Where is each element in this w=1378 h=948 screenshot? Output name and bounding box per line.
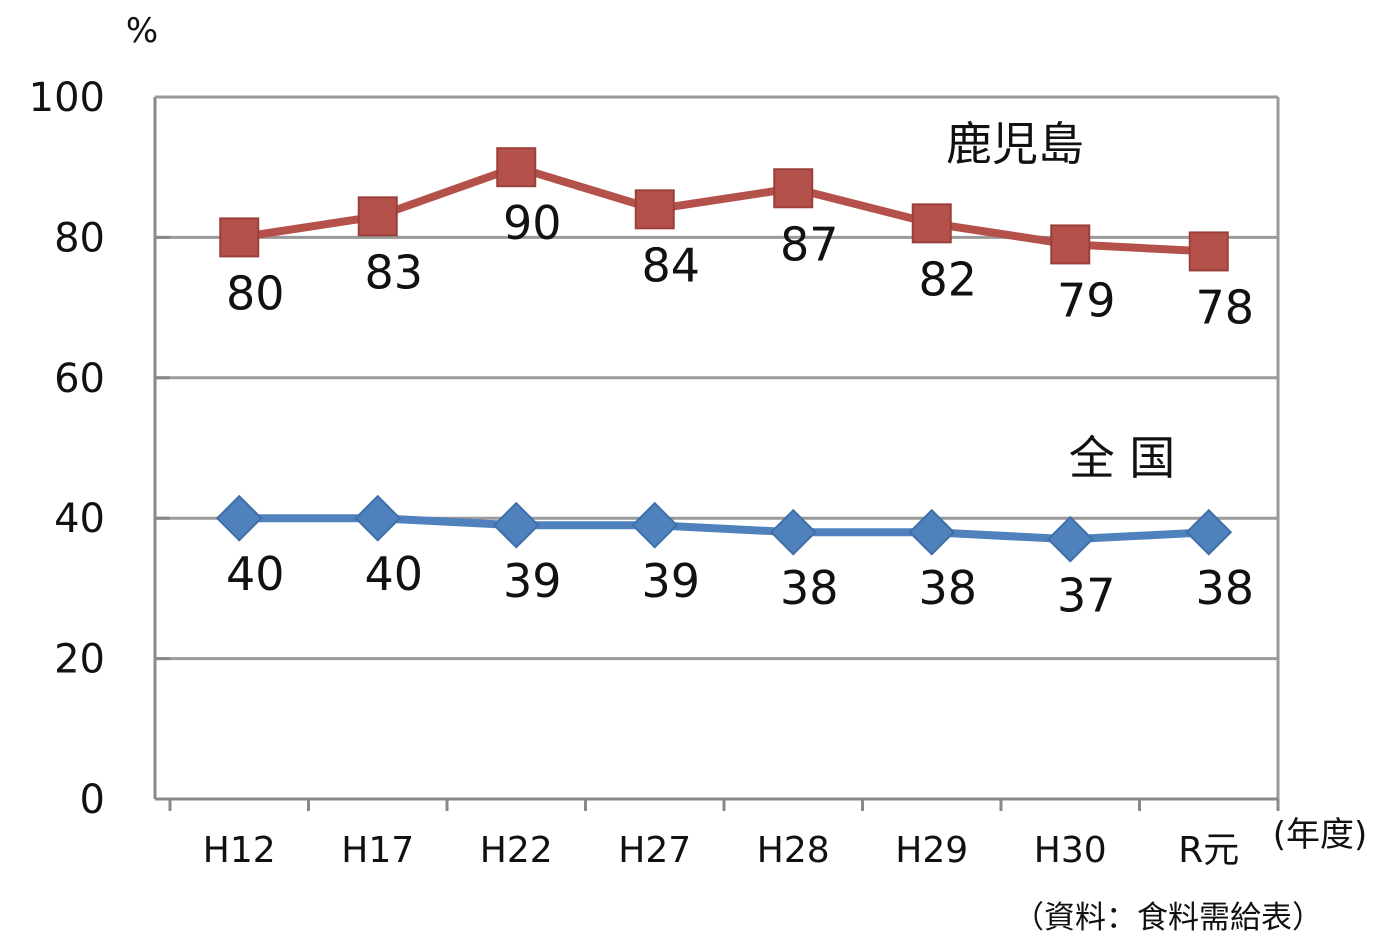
y-unit-label: % bbox=[126, 11, 158, 51]
point-marker-s1 bbox=[1185, 508, 1233, 556]
data-label-s1: 37 bbox=[1057, 568, 1116, 622]
point-marker-s0 bbox=[773, 168, 814, 209]
point-marker-s0 bbox=[1188, 231, 1229, 272]
point-marker-s0 bbox=[634, 189, 675, 230]
x-tick-label: H22 bbox=[480, 830, 553, 871]
source-note: （資料：食料需給表） bbox=[1013, 900, 1323, 936]
x-tick-label: R元 bbox=[1178, 830, 1239, 871]
data-label-s0: 90 bbox=[503, 196, 562, 250]
axes bbox=[153, 95, 1280, 811]
point-marker-s0 bbox=[1050, 224, 1091, 265]
data-label-s1: 38 bbox=[918, 561, 977, 615]
x-tick-label: H27 bbox=[618, 830, 691, 871]
series-line-0 bbox=[238, 163, 1209, 256]
data-label-s1: 38 bbox=[1195, 561, 1254, 615]
data-label-s0: 78 bbox=[1195, 280, 1254, 334]
y-tick-label: 60 bbox=[54, 356, 105, 402]
y-tick-label: 0 bbox=[80, 777, 105, 823]
x-unit-label: (年度) bbox=[1273, 815, 1368, 855]
series-label-national: 全 国 bbox=[1069, 431, 1176, 485]
data-label-s0: 87 bbox=[780, 217, 839, 271]
series bbox=[215, 147, 1233, 563]
point-marker-s0 bbox=[357, 196, 398, 237]
data-label-s1: 38 bbox=[780, 561, 839, 615]
data-label-s0: 83 bbox=[364, 245, 423, 299]
point-marker-s0 bbox=[219, 217, 260, 258]
y-tick-label: 20 bbox=[54, 637, 105, 683]
data-label-s0: 80 bbox=[226, 266, 285, 320]
point-marker-s1 bbox=[354, 494, 402, 542]
point-marker-s1 bbox=[492, 501, 540, 549]
point-marker-s0 bbox=[496, 147, 537, 188]
y-tick-label: 100 bbox=[29, 75, 105, 121]
x-tick-label: H30 bbox=[1034, 830, 1107, 871]
x-tick-label: H28 bbox=[757, 830, 830, 871]
point-marker-s1 bbox=[215, 494, 263, 542]
data-label-s1: 39 bbox=[503, 554, 562, 608]
y-tick-label: 80 bbox=[54, 215, 105, 261]
data-label-s0: 79 bbox=[1057, 273, 1116, 327]
point-marker-s1 bbox=[769, 508, 817, 556]
point-marker-s0 bbox=[911, 203, 952, 244]
point-marker-s1 bbox=[908, 508, 956, 556]
x-tick-label: H29 bbox=[895, 830, 968, 871]
data-label-s1: 40 bbox=[364, 547, 423, 601]
series-line-1 bbox=[239, 514, 1209, 544]
series-label-kagoshima: 鹿児島 bbox=[946, 117, 1084, 171]
data-label-s0: 84 bbox=[641, 238, 700, 292]
point-marker-s1 bbox=[1046, 515, 1094, 563]
y-tick-label: 40 bbox=[54, 496, 105, 542]
x-tick-label: H17 bbox=[341, 830, 414, 871]
chart-text: % (年度) （資料：食料需給表） 鹿児島 全 国 0 20 40 60 80 100 H1… bbox=[29, 11, 1368, 936]
data-label-s0: 82 bbox=[918, 252, 977, 306]
x-tick-label: H12 bbox=[203, 830, 276, 871]
data-label-s1: 40 bbox=[226, 547, 285, 601]
data-label-s1: 39 bbox=[641, 554, 700, 608]
point-marker-s1 bbox=[631, 501, 679, 549]
